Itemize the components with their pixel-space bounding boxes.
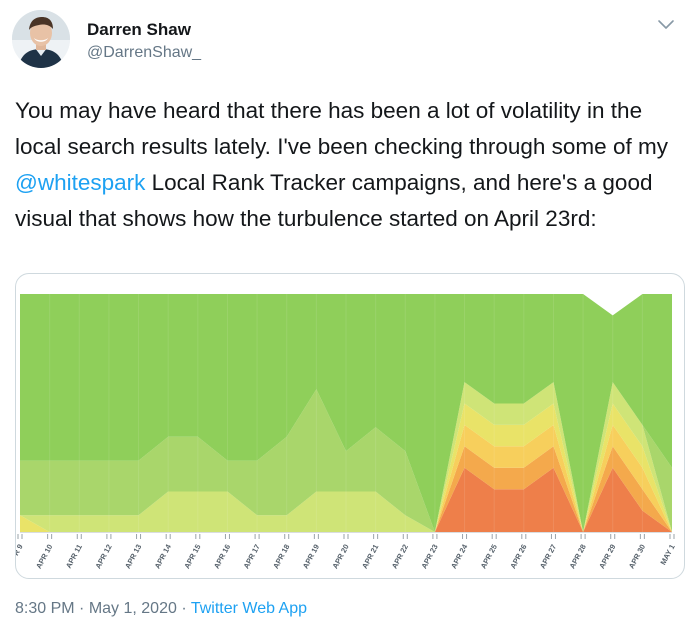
x-tick-label: APR 13 (123, 543, 143, 570)
mention-link[interactable]: @whitespark (15, 170, 146, 195)
area-series-band-2 (20, 382, 672, 532)
meta-separator: · (74, 600, 89, 617)
x-tick-label: APR 18 (271, 543, 291, 570)
x-tick-label: APR 29 (597, 543, 617, 570)
tweet-text-before: You may have heard that there has been a… (15, 98, 668, 159)
x-tick-label: APR 30 (627, 543, 647, 570)
x-tick-label: APR 17 (242, 543, 262, 570)
x-tick-label: APR 23 (419, 543, 439, 570)
x-tick-label: MAY 1 (658, 543, 676, 567)
x-tick-label: APR 14 (153, 542, 174, 570)
x-tick-label: APR 11 (64, 543, 84, 570)
area-series-band-6 (20, 446, 672, 532)
x-tick-label: APR 16 (212, 543, 232, 570)
x-tick-label: APR 10 (34, 543, 54, 570)
x-tick-label: APR 19 (301, 543, 321, 570)
tweet-source[interactable]: Twitter Web App (190, 600, 308, 617)
x-tick-label: APR 20 (330, 543, 350, 570)
meta-separator: · (176, 600, 191, 617)
area-series-band-3 (20, 382, 672, 532)
tweet-media[interactable]: APR 9 APR 10 APR 11 APR 12 APR 13 APR 14 APR 1… (15, 273, 685, 579)
x-tick-label: APR 26 (508, 543, 528, 570)
area-series-band-4 (20, 403, 672, 532)
x-tick-label: APR 21 (360, 543, 380, 570)
tweet-meta: 8:30 PM · May 1, 2020 · Twitter Web App (15, 600, 307, 618)
avatar[interactable] (12, 10, 70, 68)
tweet-body: You may have heard that there has been a… (15, 93, 690, 237)
x-tick-label: APR 15 (182, 543, 202, 570)
tweet-date[interactable]: May 1, 2020 (88, 600, 177, 617)
tweet-options-button[interactable] (657, 18, 675, 32)
x-tick-label: APR 12 (93, 543, 113, 570)
avatar-portrait-icon (12, 10, 70, 68)
chevron-down-icon (658, 20, 674, 29)
area-series-band-7 (20, 467, 672, 532)
area-series-band-5 (20, 424, 672, 532)
x-tick-label: APR 22 (390, 543, 410, 570)
tweet-text-after: Local Rank Tracker campaigns, and here's… (15, 170, 653, 231)
x-tick-label: APR 27 (538, 543, 558, 570)
rank-volatility-chart: APR 9 APR 10 APR 11 APR 12 APR 13 APR 14 APR 1… (16, 294, 677, 570)
user-display-name[interactable]: Darren Shaw (87, 20, 191, 39)
x-tick-label: APR 25 (479, 543, 499, 570)
x-tick-label: APR 24 (449, 542, 470, 570)
x-tick-label: APR 28 (568, 543, 588, 570)
user-handle[interactable]: @DarrenShaw_ (87, 44, 202, 61)
x-tick-label: APR 9 (16, 543, 25, 567)
area-series-band-1 (20, 294, 672, 532)
tweet-time[interactable]: 8:30 PM (15, 600, 75, 617)
